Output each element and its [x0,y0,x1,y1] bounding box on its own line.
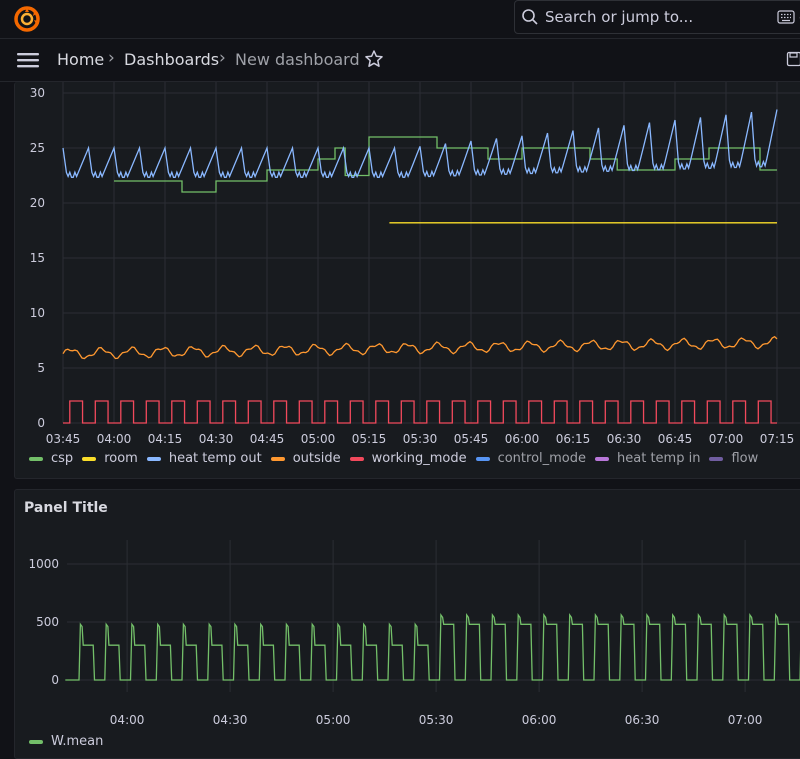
legend-swatch [476,457,490,461]
y-tick-label: 500 [36,615,59,629]
x-tick-label: 05:00 [316,713,351,727]
x-tick-label: 05:30 [419,713,454,727]
y-tick-label: 0 [51,673,59,687]
breadcrumb-separator: › [108,48,115,68]
y-tick-label: 1000 [28,557,59,571]
x-tick-label: 04:30 [199,432,234,446]
x-tick-label: 07:00 [709,432,744,446]
x-tick-label: 05:15 [352,432,387,446]
breadcrumb-home[interactable]: Home [57,50,104,69]
x-tick-label: 06:30 [625,713,660,727]
breadcrumb-separator: › [219,48,226,68]
legend-label: room [104,451,138,466]
search-placeholder: Search or jump to... [545,8,693,26]
y-tick-label: 25 [30,141,45,155]
y-tick-label: 5 [37,361,45,375]
legend-label: csp [51,451,73,466]
legend-item-flow[interactable]: flow [709,451,758,466]
x-tick-label: 05:45 [454,432,489,446]
star-icon[interactable] [364,49,384,69]
legend-label: flow [731,451,758,466]
x-tick-label: 07:00 [728,713,763,727]
legend-swatch [350,457,364,461]
legend-swatch [29,740,43,744]
legend-swatch [29,457,43,461]
legend-label: control_mode [498,451,586,466]
legend-label: heat temp out [169,451,262,466]
x-tick-label: 04:30 [213,713,248,727]
y-tick-label: 10 [30,306,45,320]
grafana-logo-icon[interactable] [14,6,40,32]
legend-item-working-mode[interactable]: working_mode [350,451,467,466]
x-tick-label: 06:45 [658,432,693,446]
legend-swatch [595,457,609,461]
legend-item-csp[interactable]: csp [29,451,73,466]
save-icon[interactable] [786,51,800,67]
temperature-panel: 0 5 10 15 20 25 30 03:45 04:00 04:15 04:30 04:45 05:… [14,82,800,479]
legend-item-heat-temp-in[interactable]: heat temp in [595,451,700,466]
legend-swatch [147,457,161,461]
legend-item-control-mode[interactable]: control_mode [476,451,586,466]
legend-label: working_mode [372,451,467,466]
x-tick-label: 04:00 [110,713,145,727]
search-input[interactable]: Search or jump to... c [514,0,800,34]
legend-item-outside[interactable]: outside [271,451,341,466]
x-tick-label: 06:30 [607,432,642,446]
x-tick-label: 04:15 [148,432,183,446]
legend-label: outside [293,451,341,466]
x-tick-label: 06:15 [556,432,591,446]
legend-item-room[interactable]: room [82,451,138,466]
menu-icon[interactable] [17,51,39,69]
x-tick-label: 05:30 [403,432,438,446]
breadcrumb-bar: Home › Dashboards › New dashboard [0,39,800,82]
x-tick-label: 06:00 [505,432,540,446]
series-w-mean [65,615,800,680]
power-chart[interactable]: 0 500 1000 04:00 04:30 05:00 05:30 06:00 06:30 07… [15,490,800,735]
x-tick-label: 04:00 [97,432,132,446]
breadcrumb-current: New dashboard [235,50,360,69]
x-tick-label: 06:00 [522,713,557,727]
y-tick-label: 15 [30,251,45,265]
search-icon [521,8,539,26]
x-tick-label: 03:45 [46,432,81,446]
breadcrumb-dashboards[interactable]: Dashboards [124,50,219,69]
legend-swatch [709,457,723,461]
y-tick-label: 0 [37,416,45,430]
temperature-legend: csp room heat temp out outside working_mode c… [29,451,767,471]
legend-item-heat-temp-out[interactable]: heat temp out [147,451,262,466]
legend-swatch [271,457,285,461]
y-tick-label: 20 [30,196,45,210]
legend-swatch [82,457,96,461]
top-bar: Search or jump to... c [0,0,800,39]
temperature-chart[interactable]: 0 5 10 15 20 25 30 03:45 04:00 04:15 04:30 04:45 05:… [15,82,800,447]
x-tick-label: 05:00 [301,432,336,446]
x-tick-label: 04:45 [250,432,285,446]
x-tick-label: 07:15 [760,432,795,446]
legend-label: heat temp in [617,451,700,466]
keyboard-icon [777,10,795,24]
y-tick-label: 30 [30,86,45,100]
